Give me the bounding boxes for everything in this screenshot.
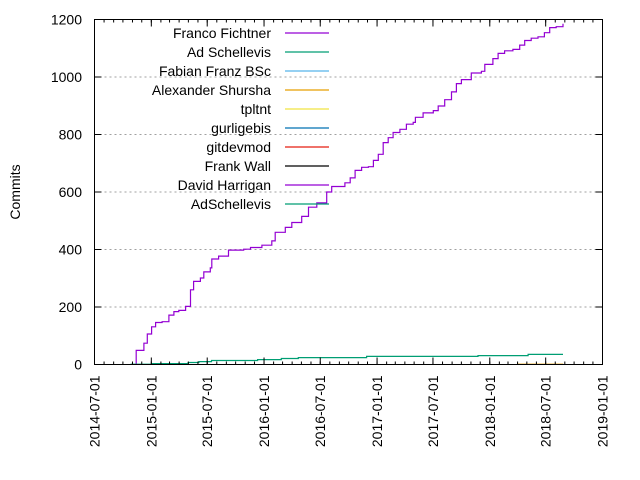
- y-tick-label: 600: [59, 184, 83, 200]
- legend-label: gitdevmod: [206, 139, 271, 155]
- legend-label: gurligebis: [211, 120, 271, 136]
- y-tick-label: 0: [74, 357, 82, 373]
- x-tick-label: 2019-01-01: [595, 375, 611, 447]
- legend-label: Fabian Franz BSc: [159, 63, 271, 79]
- x-tick-labels: 2014-07-01 2015-01-01 2015-07-01 2016-01-01…: [87, 375, 611, 447]
- x-tick-label: 2016-01-01: [256, 375, 272, 447]
- y-tick-label: 200: [59, 299, 83, 315]
- legend-label: Frank Wall: [205, 158, 271, 174]
- x-tick-label: 2018-07-01: [538, 375, 554, 447]
- x-tick-label: 2015-07-01: [199, 375, 215, 447]
- legend: Franco Fichtner Ad Schellevis Fabian Franz…: [152, 25, 329, 212]
- x-tick-label: 2018-01-01: [482, 375, 498, 447]
- y-tick-labels: 0 200 400 600 800 1000 1200: [51, 12, 82, 373]
- x-tick-label: 2015-01-01: [143, 375, 159, 447]
- series-line: [130, 353, 563, 365]
- legend-label: AdSchellevis: [191, 196, 271, 212]
- x-tick-label: 2016-07-01: [312, 375, 328, 447]
- legend-label: Ad Schellevis: [187, 44, 271, 60]
- legend-label: David Harrigan: [178, 177, 271, 193]
- y-tick-label: 1000: [51, 69, 82, 85]
- axis-ticks: [94, 19, 603, 365]
- y-axis-label: Commits: [7, 164, 23, 219]
- y-tick-label: 1200: [51, 12, 82, 28]
- grid-lines: [94, 76, 603, 308]
- legend-label: Franco Fichtner: [173, 25, 271, 41]
- y-tick-label: 800: [59, 127, 83, 143]
- x-tick-label: 2017-01-01: [369, 375, 385, 447]
- y-tick-label: 400: [59, 242, 83, 258]
- legend-label: Alexander Shursha: [152, 82, 271, 98]
- series-line: [135, 23, 564, 365]
- x-tick-label: 2017-07-01: [425, 375, 441, 447]
- x-tick-label: 2014-07-01: [87, 375, 103, 447]
- legend-label: tpltnt: [241, 101, 271, 117]
